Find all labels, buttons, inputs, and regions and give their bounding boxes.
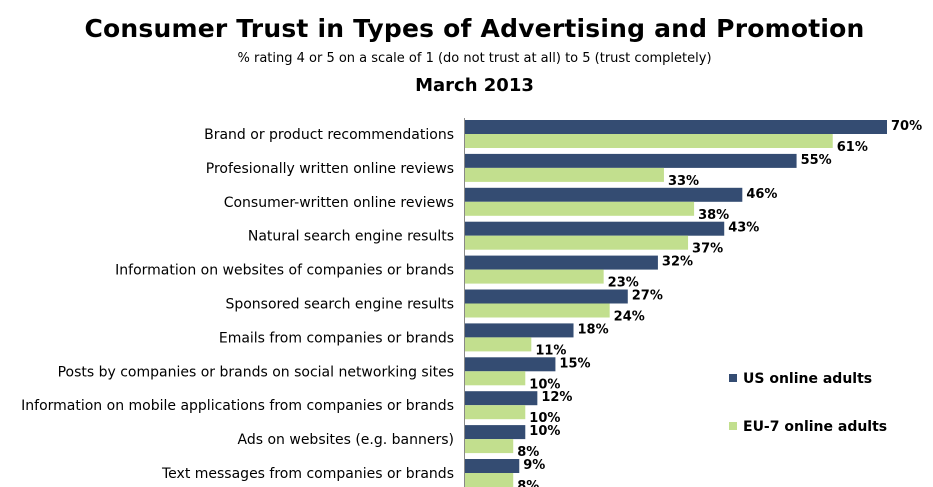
- bar-eu7: [465, 303, 610, 318]
- data-label: 38%: [698, 208, 729, 223]
- bar-us: [465, 153, 797, 168]
- data-label: 12%: [541, 390, 572, 405]
- bar-us: [465, 323, 574, 338]
- category-label: Text messages from companies or brands: [161, 466, 454, 482]
- category-label: Posts by companies or brands on social n…: [58, 364, 454, 380]
- data-label: 8%: [517, 445, 539, 460]
- bar-eu7: [465, 337, 532, 352]
- category-label: Profesionally written online reviews: [206, 161, 454, 177]
- category-label: Emails from companies or brands: [219, 330, 454, 346]
- data-label: 27%: [632, 289, 663, 304]
- bar-us: [465, 120, 887, 134]
- data-label: 10%: [529, 377, 560, 392]
- data-label: 23%: [608, 276, 639, 291]
- bar-us: [465, 221, 725, 236]
- data-label: 70%: [891, 119, 922, 134]
- data-label: 11%: [535, 343, 566, 358]
- bar-us: [465, 425, 526, 440]
- data-label: 8%: [517, 479, 539, 487]
- data-label: 43%: [728, 221, 759, 236]
- bar-us: [465, 357, 556, 372]
- bar-eu7: [465, 134, 833, 148]
- category-label: Consumer-written online reviews: [224, 195, 454, 211]
- category-label: Information on websites of companies or …: [115, 263, 454, 279]
- data-label: 15%: [559, 356, 590, 371]
- legend-swatch: [729, 422, 737, 430]
- bar-us: [465, 255, 658, 270]
- legend-label: US online adults: [743, 371, 872, 387]
- data-label: 46%: [746, 187, 777, 202]
- chart-subtitle: % rating 4 or 5 on a scale of 1 (do not …: [237, 51, 712, 66]
- bar-eu7: [465, 439, 514, 454]
- category-label: Sponsored search engine results: [225, 297, 454, 313]
- bar-us: [465, 459, 520, 473]
- bar-us: [465, 187, 743, 202]
- category-label: Ads on websites (e.g. banners): [238, 432, 454, 448]
- chart-title: Consumer Trust in Types of Advertising a…: [84, 14, 865, 43]
- data-label: 32%: [662, 255, 693, 270]
- data-label: 24%: [614, 310, 645, 325]
- data-label: 37%: [692, 242, 723, 257]
- bar-us: [465, 289, 628, 304]
- legend-label: EU-7 online adults: [743, 419, 887, 435]
- bar-eu7: [465, 371, 526, 386]
- bar-eu7: [465, 167, 664, 182]
- bar-eu7: [465, 269, 604, 284]
- bar-eu7: [465, 235, 689, 250]
- data-label: 33%: [668, 174, 699, 189]
- category-label: Information on mobile applications from …: [21, 398, 454, 414]
- bar-eu7: [465, 405, 526, 420]
- data-label: 18%: [578, 322, 609, 337]
- data-label: 10%: [529, 411, 560, 426]
- category-label: Natural search engine results: [248, 229, 454, 245]
- data-label: 55%: [801, 153, 832, 168]
- bar-eu7: [465, 473, 514, 487]
- data-label: 9%: [523, 458, 545, 473]
- chart-date-label: March 2013: [415, 75, 534, 96]
- data-label: 10%: [529, 424, 560, 439]
- data-label: 61%: [837, 140, 868, 155]
- category-label: Brand or product recommendations: [204, 127, 454, 143]
- legend-swatch: [729, 374, 737, 382]
- bar-us: [465, 391, 538, 406]
- bar-eu7: [465, 201, 695, 216]
